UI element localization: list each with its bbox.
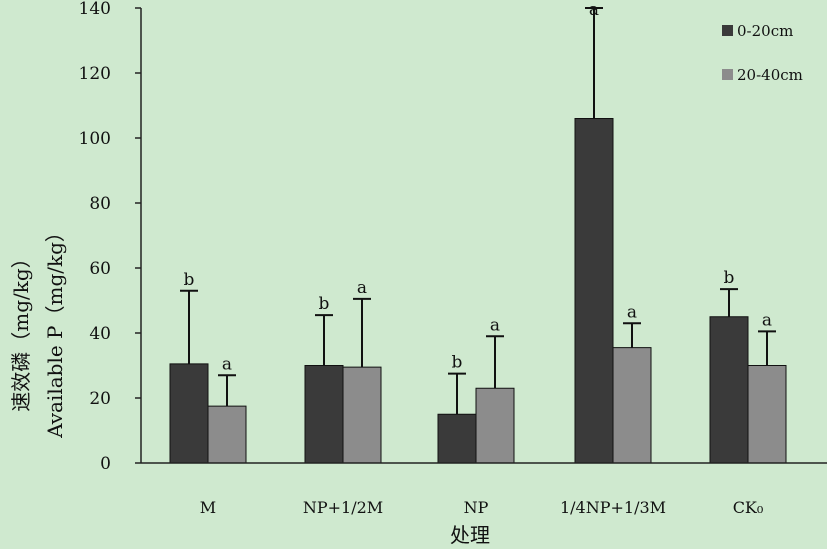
bar-series-2: [612, 347, 652, 464]
bar-series-1: [169, 363, 209, 464]
legend-swatch-0-20cm: [722, 25, 733, 36]
error-bars-group: [180, 7, 776, 415]
x-category-label: NP: [464, 498, 489, 517]
x-category-label: 1/4NP+1/3M: [560, 498, 666, 517]
legend: 0-20cm 20-40cm: [722, 22, 803, 84]
y-tick-label: 100: [79, 129, 111, 149]
significance-letter: b: [184, 270, 195, 290]
bar-series-1: [574, 118, 614, 464]
bar-series-1: [304, 365, 344, 464]
significance-letter: b: [452, 353, 463, 373]
x-category-label: M: [200, 498, 216, 517]
bar-series-1: [709, 316, 749, 464]
x-category-label: NP+1/2M: [303, 498, 383, 517]
y-tick-label: 20: [89, 389, 111, 409]
significance-letters-group: b b b a b a a a a a: [184, 0, 773, 374]
bar-series-2: [342, 366, 382, 464]
bar-series-2: [747, 365, 787, 464]
y-tick-label: 0: [100, 454, 111, 474]
significance-letter: a: [627, 302, 637, 322]
y-tick-label: 80: [89, 194, 111, 214]
legend-swatch-20-40cm: [722, 69, 733, 80]
significance-letter: b: [319, 294, 330, 314]
category-labels-group: M NP+1/2M NP 1/4NP+1/3M CK₀: [200, 498, 764, 517]
y-axis-ticks: 0 20 40 60 80 100 120 140: [79, 0, 141, 474]
significance-letter: a: [357, 278, 367, 298]
bar-series-1: [437, 413, 477, 464]
significance-letter: a: [490, 315, 500, 335]
significance-letter: a: [222, 354, 232, 374]
y-tick-label: 60: [89, 259, 111, 279]
bar-series-2: [475, 387, 515, 464]
x-category-label: CK₀: [733, 498, 764, 517]
legend-label-0-20cm: 0-20cm: [737, 22, 793, 40]
significance-letter: a: [762, 310, 772, 330]
legend-label-20-40cm: 20-40cm: [737, 66, 803, 84]
y-tick-label: 40: [89, 324, 111, 344]
y-axis-title-cn: 速效磷（mg/kg）: [9, 248, 33, 411]
y-tick-label: 120: [79, 64, 111, 84]
y-tick-label: 140: [79, 0, 111, 19]
x-axis-title: 处理: [450, 523, 490, 547]
significance-letter: a: [589, 0, 599, 20]
bar-series-2: [207, 405, 247, 464]
y-axis-title-en: Available P（mg/kg）: [43, 222, 67, 439]
bars-group: [169, 118, 787, 464]
significance-letter: b: [724, 268, 735, 288]
